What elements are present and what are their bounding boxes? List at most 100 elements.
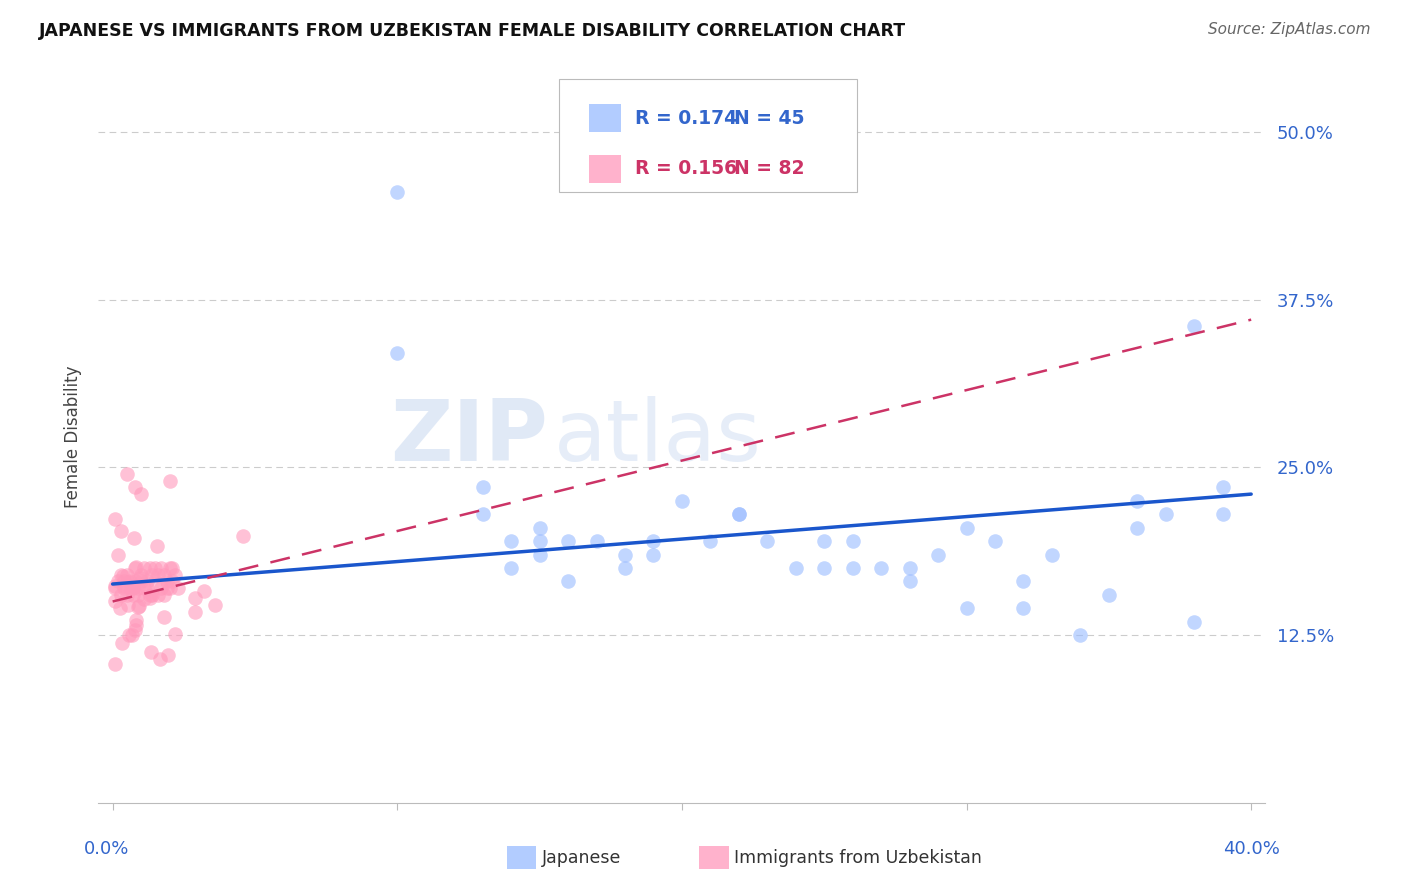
- Point: [162, 561, 184, 575]
- Point: [898, 574, 921, 589]
- Point: [112, 574, 135, 589]
- Point: [870, 561, 893, 575]
- Point: [139, 591, 162, 606]
- Text: R = 0.174: R = 0.174: [636, 109, 737, 128]
- Point: [529, 548, 551, 562]
- Point: [1069, 628, 1091, 642]
- Point: [955, 601, 977, 615]
- Point: [471, 480, 494, 494]
- Point: [1154, 508, 1177, 522]
- Bar: [589, 104, 621, 132]
- Point: [124, 574, 146, 589]
- Point: [1212, 480, 1234, 494]
- Point: [125, 613, 148, 627]
- Point: [143, 574, 166, 589]
- Text: ZIP: ZIP: [389, 395, 548, 479]
- Text: Source: ZipAtlas.com: Source: ZipAtlas.com: [1208, 22, 1371, 37]
- Point: [148, 567, 170, 582]
- Point: [112, 581, 135, 595]
- Point: [110, 524, 132, 538]
- Point: [112, 568, 135, 582]
- Point: [585, 534, 607, 549]
- Point: [159, 581, 181, 595]
- Bar: [589, 154, 621, 183]
- Point: [107, 574, 129, 589]
- FancyBboxPatch shape: [560, 78, 858, 192]
- Point: [1012, 574, 1035, 589]
- Point: [124, 623, 146, 637]
- Point: [165, 567, 187, 582]
- Point: [614, 548, 637, 562]
- Point: [118, 574, 141, 589]
- Point: [110, 567, 132, 582]
- Point: [156, 574, 179, 589]
- Point: [501, 561, 523, 575]
- Point: [118, 581, 141, 595]
- Point: [387, 346, 409, 360]
- Point: [150, 581, 173, 595]
- Point: [135, 581, 157, 595]
- Point: [141, 588, 163, 602]
- Point: [813, 561, 835, 575]
- Text: 40.0%: 40.0%: [1223, 840, 1279, 858]
- Point: [145, 539, 167, 553]
- Point: [115, 467, 138, 481]
- Point: [471, 508, 494, 522]
- Point: [122, 580, 145, 594]
- Point: [115, 588, 138, 602]
- Point: [153, 610, 176, 624]
- Point: [841, 534, 863, 549]
- Point: [841, 561, 863, 575]
- Point: [159, 474, 181, 488]
- Text: N = 82: N = 82: [734, 159, 804, 178]
- Point: [122, 531, 145, 545]
- Text: 0.0%: 0.0%: [84, 840, 129, 858]
- Point: [927, 548, 949, 562]
- Point: [756, 534, 779, 549]
- Point: [159, 561, 181, 575]
- Point: [955, 521, 977, 535]
- Point: [132, 561, 155, 575]
- Point: [117, 628, 139, 642]
- Point: [118, 574, 141, 589]
- Point: [110, 636, 132, 650]
- Point: [163, 627, 186, 641]
- Point: [104, 594, 127, 608]
- Point: [138, 588, 160, 602]
- Point: [643, 534, 665, 549]
- Point: [148, 588, 170, 602]
- Text: Japanese: Japanese: [541, 848, 621, 867]
- Point: [727, 508, 749, 522]
- Point: [387, 185, 409, 199]
- Point: [529, 534, 551, 549]
- Point: [128, 571, 150, 585]
- Point: [104, 512, 127, 526]
- Point: [501, 534, 523, 549]
- Point: [138, 561, 160, 575]
- Point: [117, 598, 139, 612]
- Point: [129, 574, 152, 589]
- Point: [813, 534, 835, 549]
- Point: [529, 521, 551, 535]
- Point: [153, 588, 176, 602]
- Point: [127, 581, 149, 595]
- Point: [167, 581, 190, 595]
- Point: [162, 574, 184, 589]
- Point: [104, 657, 127, 671]
- Point: [135, 574, 157, 589]
- Point: [232, 528, 254, 542]
- Point: [127, 588, 149, 602]
- Point: [204, 598, 226, 612]
- Point: [129, 487, 152, 501]
- Point: [193, 584, 215, 599]
- Bar: [699, 846, 728, 870]
- Point: [643, 548, 665, 562]
- Text: Immigrants from Uzbekistan: Immigrants from Uzbekistan: [734, 848, 983, 867]
- Point: [153, 567, 176, 582]
- Point: [127, 600, 149, 615]
- Point: [149, 651, 172, 665]
- Point: [157, 648, 180, 663]
- Point: [1012, 601, 1035, 615]
- Point: [156, 581, 179, 595]
- Point: [671, 493, 693, 508]
